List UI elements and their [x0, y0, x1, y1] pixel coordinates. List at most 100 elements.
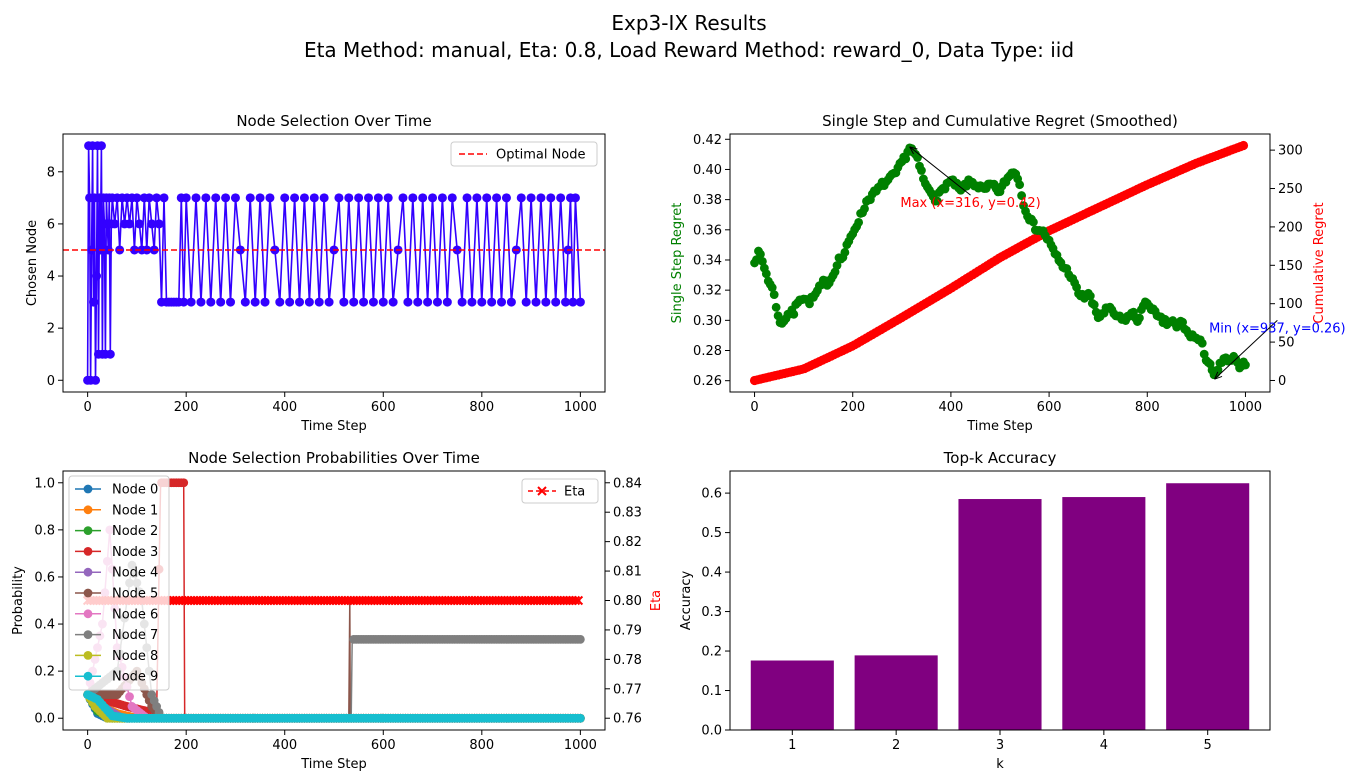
- node-selection-point: [285, 297, 295, 307]
- single-step-regret-point: [1213, 365, 1223, 375]
- legend-swatch-marker: [83, 526, 93, 535]
- x-axis-label: Time Step: [300, 419, 367, 434]
- x-tick-label: 0: [83, 738, 91, 753]
- probability-point: [575, 713, 585, 723]
- accuracy-bar: [958, 499, 1042, 730]
- node-selection-point: [457, 297, 467, 307]
- chart-title: Single Step and Cumulative Regret (Smoot…: [822, 112, 1178, 130]
- y2-tick-label: 0.79: [613, 623, 642, 638]
- node-selection-point: [344, 193, 354, 203]
- x-tick-label: 600: [371, 738, 396, 753]
- node-selection-point: [179, 297, 189, 307]
- node-selection-point: [250, 297, 260, 307]
- y2-tick-label: 0.84: [613, 476, 642, 491]
- node-selection-point: [403, 297, 413, 307]
- y-tick-label: 0: [47, 374, 55, 389]
- node-selection-point: [561, 297, 571, 307]
- y-tick-label: 2: [47, 322, 55, 337]
- node-selection-point: [413, 297, 423, 307]
- x-tick-label: 600: [371, 400, 396, 415]
- x-tick-label: 400: [272, 400, 297, 415]
- single-step-regret-point: [932, 196, 942, 206]
- legend-swatch-marker: [83, 547, 93, 556]
- x-tick-label: 5: [1204, 738, 1212, 753]
- node-selection-point: [408, 193, 418, 203]
- y2-tick-label: 50: [1278, 336, 1295, 351]
- node-selection-point: [265, 193, 275, 203]
- y2-tick-label: 300: [1278, 144, 1303, 159]
- y-tick-label: 0.2: [701, 645, 722, 660]
- probability-point: [125, 692, 134, 702]
- y-tick-label: 0.1: [701, 684, 722, 699]
- y-tick-label: 0.42: [693, 133, 722, 148]
- single-step-regret-point: [840, 247, 850, 257]
- legend-label: Node 2: [112, 524, 158, 539]
- y-tick-label: 6: [47, 217, 55, 232]
- x-tick-label: 800: [1135, 400, 1160, 415]
- x-tick-label: 1000: [1229, 400, 1262, 415]
- y2-tick-label: 0.78: [613, 653, 642, 668]
- node-selection-point: [159, 193, 169, 203]
- node-selection-point: [546, 193, 556, 203]
- single-step-regret-point: [789, 309, 799, 319]
- node-selection-point: [428, 193, 438, 203]
- node-selection-point: [418, 193, 428, 203]
- y2-tick-label: 0.81: [613, 565, 642, 580]
- accuracy-bar: [1062, 497, 1146, 730]
- y2-tick-label: 150: [1278, 259, 1303, 274]
- node-selection-point: [497, 297, 507, 307]
- legend-swatch-marker: [83, 651, 93, 660]
- topk-accuracy-chart: 1 2 3 4 5 0.0 0.1 0.2 0.3 0.4 0.5 0.6 Top-k Accuracy…: [679, 449, 1271, 772]
- annotation-arrowhead: [1214, 371, 1223, 380]
- single-step-regret-point: [832, 261, 842, 270]
- node-selection-point: [144, 193, 154, 203]
- eta-legend-box: [521, 478, 599, 504]
- legend-label: Node 6: [112, 607, 158, 622]
- node-selection-point: [260, 297, 270, 307]
- legend-swatch-marker: [83, 567, 93, 577]
- node-selection-point: [556, 193, 566, 203]
- single-step-regret-point: [1028, 217, 1038, 227]
- node-selection-point: [125, 219, 135, 229]
- legend-swatch-marker: [83, 671, 93, 681]
- legend-label: Node 9: [112, 670, 158, 685]
- node-selection-point: [275, 297, 285, 307]
- node-selection-point: [349, 297, 359, 307]
- legend-swatch-marker: [83, 588, 93, 598]
- y2-tick-label: 250: [1278, 182, 1303, 197]
- node-selection-point: [423, 297, 433, 307]
- x-tick-label: 200: [174, 738, 199, 753]
- legend-label: Node 5: [112, 587, 158, 602]
- node-selection-point: [388, 297, 398, 307]
- single-step-regret-point: [773, 311, 783, 321]
- node-selection-point: [96, 141, 106, 151]
- single-step-regret-point: [756, 249, 765, 259]
- legend-swatch-marker: [83, 630, 93, 639]
- legend-box: [450, 141, 598, 167]
- node-selection-point: [482, 193, 492, 203]
- legend-swatch-marker: [83, 484, 93, 494]
- node-selection-point: [221, 193, 231, 203]
- single-step-regret-point: [917, 166, 926, 175]
- accuracy-bar: [1166, 483, 1250, 730]
- chart-title: Node Selection Over Time: [236, 112, 431, 130]
- y-tick-label: 0.2: [34, 665, 55, 680]
- legend-label: Node 7: [112, 628, 158, 643]
- x-axis-label: Time Step: [300, 757, 367, 772]
- y2-tick-label: 100: [1278, 297, 1303, 312]
- node-selection-point: [132, 193, 142, 203]
- node-selection-point: [383, 193, 393, 203]
- node-selection-point: [339, 297, 349, 307]
- single-step-regret-point: [1135, 313, 1144, 323]
- single-step-regret-point: [1089, 300, 1099, 310]
- node-selection-point: [363, 193, 373, 203]
- annotation-label: Min (x=937, y=0.26): [1209, 321, 1346, 336]
- node-selection-point: [487, 297, 497, 307]
- y2-tick-label: 0.77: [613, 682, 642, 697]
- node-selection-point: [536, 193, 546, 203]
- x-tick-label: 2: [892, 738, 900, 753]
- node-selection-point: [110, 219, 120, 229]
- y-axis-label: Chosen Node: [25, 220, 40, 306]
- node-selection-point: [442, 297, 452, 307]
- y-tick-label: 0.4: [701, 566, 722, 581]
